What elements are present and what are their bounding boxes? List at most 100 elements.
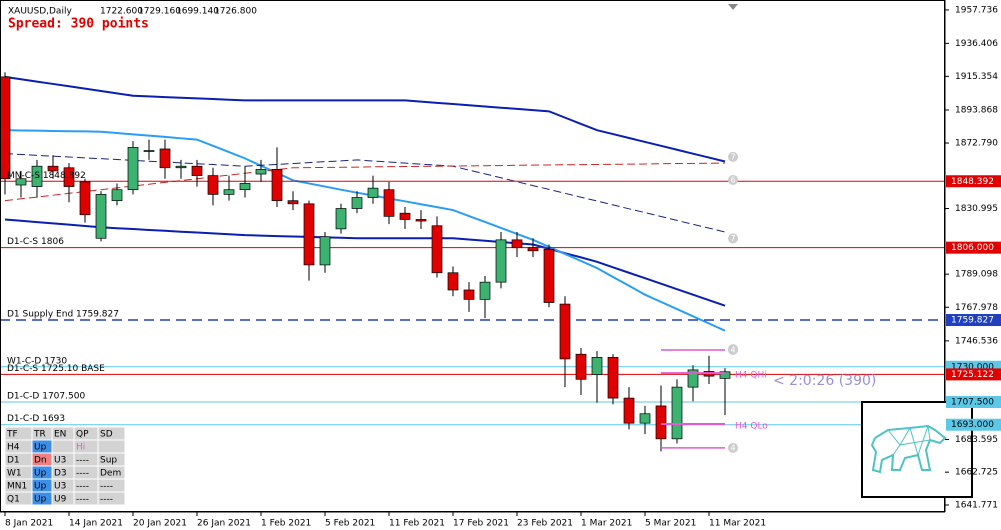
candle-body (655, 405, 667, 440)
candle-body (15, 178, 27, 186)
candle-body (367, 187, 379, 198)
candle-body (47, 165, 59, 172)
table-text: ---- (76, 469, 89, 479)
y-tick-label: 1936.406 (955, 39, 998, 49)
table-text: U3 (54, 456, 66, 466)
table-text: Q1 (7, 495, 20, 505)
table-cell (51, 439, 75, 454)
candle-body (431, 225, 443, 274)
indicator-line (4, 218, 726, 307)
candle-body (623, 397, 635, 424)
symbol: XAUUSD,Daily (8, 7, 72, 17)
x-tick-label: 5 Mar 2021 (645, 519, 696, 529)
spread: Spread: 390 points (8, 17, 149, 32)
candle-body (239, 183, 251, 191)
candle-body (463, 289, 475, 300)
candle-body (543, 248, 555, 303)
zone-tag: 7 (730, 234, 735, 243)
table-text: Sup (100, 456, 117, 466)
table-text: Hi (76, 443, 85, 453)
table-text: Up (34, 482, 47, 492)
zone-tag-circle (728, 151, 738, 162)
y-tick-label: 1872.790 (955, 139, 998, 149)
level-name: D1-C-D 1707.500 (7, 392, 85, 402)
level-box (946, 241, 1001, 254)
candle-body (287, 200, 299, 205)
x-tick-label: 20 Jan 2021 (133, 519, 187, 529)
level-price: 1730.000 (951, 362, 994, 372)
indicator-line (4, 162, 726, 202)
x-tick-label: 23 Feb 2021 (517, 519, 573, 529)
h4-label: H4 QHi (735, 371, 767, 381)
candle-body (575, 353, 587, 380)
candle-body (671, 386, 683, 440)
candle-body (479, 281, 491, 300)
candle-body (351, 197, 363, 209)
candle-body (639, 413, 651, 424)
header-value: 1729.160 (138, 7, 181, 17)
candle-body (127, 147, 139, 191)
table-text: SD (100, 430, 113, 440)
level-box (946, 314, 1001, 327)
zone-tag: 6 (730, 175, 735, 184)
candle-body (255, 168, 267, 175)
table-text: QP (76, 430, 89, 440)
table-text: ---- (100, 482, 113, 492)
header-value: 1699.140 (176, 7, 219, 17)
candle-body (591, 357, 603, 375)
zone-tag-circle (728, 174, 738, 185)
candle-body (335, 208, 347, 230)
table-text: W1 (7, 469, 22, 479)
candle-body (687, 369, 699, 388)
candle-body (63, 167, 75, 187)
candle-body (511, 239, 523, 249)
candle-body (383, 189, 395, 217)
table-cell (97, 439, 126, 454)
h4-tag: 4 (730, 345, 735, 354)
candle-body (223, 189, 235, 195)
candle-body (159, 148, 171, 169)
h4-tag-circle (728, 344, 738, 355)
table-text: Dn (34, 456, 47, 466)
scroll-marker (728, 4, 738, 10)
table-text: Dem (100, 469, 121, 479)
candle-body (95, 194, 107, 239)
candle-body (447, 272, 459, 291)
candle-body (415, 219, 427, 222)
table-text: TR (33, 430, 46, 440)
level-name: D1 Supply End 1759.827 (7, 310, 119, 320)
header-value: 1726.800 (214, 7, 257, 17)
candle-body (319, 236, 331, 266)
table-text: U9 (54, 495, 67, 505)
logo-bear (870, 424, 947, 474)
header-value: 1722.600 (100, 7, 143, 17)
level-price: 1806.000 (951, 243, 994, 253)
level-price: 1707.500 (951, 398, 994, 408)
x-tick-label: 26 Jan 2021 (197, 519, 251, 529)
level-box (946, 396, 1001, 409)
countdown: < 2:0:26 (390) (773, 373, 876, 389)
candle-body (143, 150, 155, 152)
level-box (946, 418, 1001, 431)
table-text: ---- (76, 495, 89, 505)
logo-facets (887, 425, 931, 457)
level-name: D1-C-S 1725.10 BASE (7, 364, 105, 374)
table-text: ---- (100, 495, 113, 505)
level-name: W1-C-D 1730 (7, 356, 67, 366)
candle-body (399, 212, 411, 220)
candle-body (495, 239, 507, 283)
zone-tag-circle (728, 233, 738, 244)
table-text: EN (54, 430, 66, 440)
candle-body (175, 165, 187, 169)
x-tick-label: 8 Jan 2021 (5, 519, 53, 529)
logo (861, 401, 973, 498)
x-tick-label: 11 Mar 2021 (709, 519, 766, 529)
indicator-line (4, 153, 726, 233)
table-text: U3 (54, 482, 66, 492)
level-box (946, 368, 1001, 381)
h4-tag: 4 (730, 443, 735, 452)
y-tick-label: 1683.595 (955, 435, 998, 445)
y-tick-label: 1662.725 (955, 468, 998, 478)
table-text: Up (34, 495, 47, 505)
